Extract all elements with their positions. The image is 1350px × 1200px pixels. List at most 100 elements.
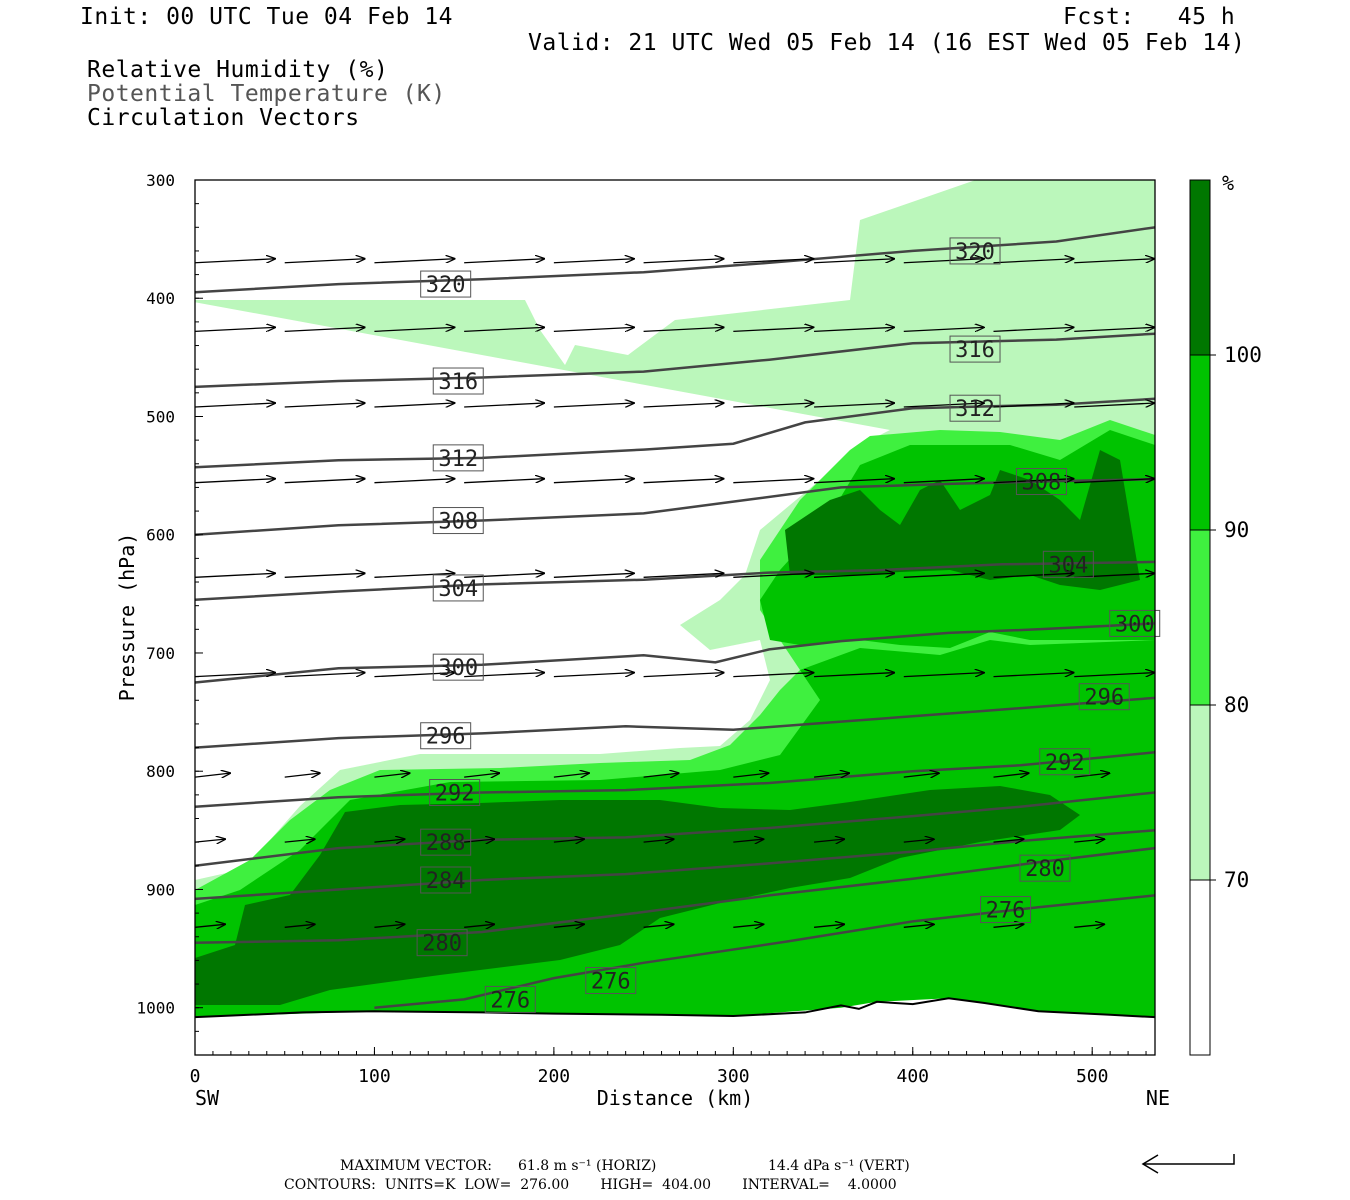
- rh-region-100-upper: [785, 450, 1140, 590]
- contours-info: CONTOURS: UNITS=K LOW= 276.00 HIGH= 404.…: [284, 1177, 897, 1193]
- vector: [814, 673, 894, 678]
- theta-label-box: [420, 270, 472, 298]
- vector: [195, 839, 225, 842]
- vector: [993, 673, 1074, 678]
- theta-label: 276: [591, 970, 631, 995]
- theta-label: 300: [438, 656, 478, 681]
- theta-label-box: [420, 866, 472, 894]
- vector: [733, 259, 813, 264]
- theta-276: [374, 894, 1155, 1009]
- theta-label: 276: [986, 899, 1026, 924]
- y-tick-label: 700: [146, 644, 175, 663]
- vector: [1074, 773, 1109, 777]
- vector: [1074, 839, 1104, 842]
- theta-label-box: [420, 722, 472, 750]
- theta-label-box: [432, 444, 484, 472]
- theta-292: [195, 751, 1155, 808]
- colorbar-segment: [1189, 529, 1211, 706]
- vector: [903, 327, 984, 333]
- vector: [903, 673, 984, 678]
- vector: [553, 773, 589, 777]
- vector: [374, 673, 454, 678]
- vector: [814, 259, 894, 264]
- vector: [553, 327, 634, 333]
- init-time: Init: 00 UTC Tue 04 Feb 14: [80, 4, 454, 30]
- vector: [464, 327, 544, 333]
- vector: [553, 839, 584, 842]
- colorbar-label: 100: [1224, 343, 1262, 367]
- theta-label-box: [1019, 854, 1071, 882]
- vector: [643, 403, 724, 408]
- vector: [903, 479, 984, 484]
- theta-label-box: [432, 507, 484, 535]
- vector: [195, 259, 275, 264]
- vector: [284, 259, 365, 264]
- colorbar-segment: [1189, 879, 1211, 1056]
- vector: [903, 924, 934, 927]
- theta-label: 292: [435, 782, 475, 807]
- vector: [814, 839, 844, 842]
- theta-label-box: [949, 237, 1001, 265]
- valid-time: Valid: 21 UTC Wed 05 Feb 14 (16 EST Wed …: [528, 30, 1246, 56]
- x-tick-label: 300: [717, 1066, 750, 1087]
- theta-label: 276: [490, 988, 530, 1013]
- vector: [553, 924, 584, 927]
- vector: [464, 479, 544, 484]
- vector: [993, 573, 1074, 578]
- rh-region-100: [195, 786, 1080, 1005]
- vector: [993, 403, 1074, 408]
- vector: [733, 924, 763, 927]
- x-tick-label: 400: [896, 1066, 929, 1087]
- vector: [643, 673, 724, 678]
- colorbar-unit: %: [1222, 171, 1234, 195]
- vector: [284, 839, 315, 842]
- colorbar-segment: [1189, 354, 1211, 531]
- vector: [733, 573, 813, 578]
- vector: [1074, 327, 1154, 333]
- y-tick-label: 300: [146, 171, 175, 190]
- theta-label: 308: [1022, 471, 1062, 496]
- vector: [643, 924, 674, 927]
- vector: [195, 573, 275, 578]
- theta-label: 316: [438, 370, 478, 395]
- vector: [993, 327, 1074, 333]
- y-axis-label: Pressure (hPa): [115, 533, 139, 702]
- vector: [553, 403, 634, 408]
- theta-label: 280: [1025, 857, 1065, 882]
- vector: [374, 924, 404, 927]
- theta-304: [195, 560, 1155, 602]
- vector: [464, 924, 494, 927]
- vector: [814, 573, 894, 578]
- vector: [813, 773, 849, 777]
- theta-label-box: [1109, 609, 1161, 637]
- vector: [374, 773, 409, 777]
- vector: [464, 673, 544, 678]
- theta-label-box: [420, 828, 472, 856]
- y-tick-label: 600: [146, 526, 175, 545]
- vector: [733, 839, 763, 842]
- vector: [733, 773, 768, 777]
- theta-label: 296: [426, 725, 466, 750]
- theta-label: 304: [1048, 553, 1088, 578]
- vector: [814, 479, 894, 484]
- vector: [195, 924, 225, 927]
- colorbar-label: 80: [1224, 693, 1249, 717]
- vector: [374, 573, 454, 578]
- theta-label-box: [432, 653, 484, 681]
- vector: [903, 259, 984, 264]
- x-end-label-ne: NE: [1146, 1086, 1170, 1110]
- theta-label: 300: [1115, 612, 1155, 637]
- theta-label-box: [484, 985, 536, 1013]
- vector: [1074, 673, 1154, 678]
- theta-288: [195, 791, 1155, 868]
- vector: [374, 403, 454, 408]
- vector: [733, 479, 813, 484]
- theta-label-box: [949, 394, 1001, 422]
- vector: [993, 773, 1029, 777]
- vector: [284, 673, 365, 678]
- vector: [464, 403, 544, 408]
- theta-320: [195, 226, 1155, 294]
- colorbar: 100 90 80 70%: [1189, 171, 1262, 1056]
- vector: [195, 403, 275, 408]
- vector: [903, 403, 984, 408]
